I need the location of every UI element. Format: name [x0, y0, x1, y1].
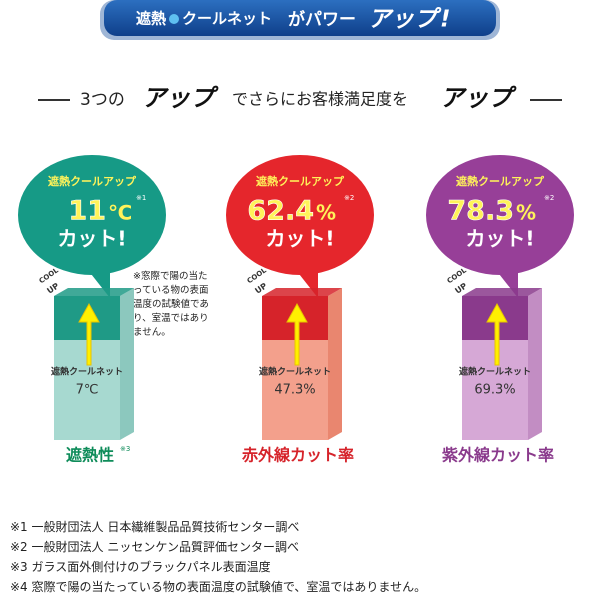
box-top	[462, 288, 542, 296]
box-label: 遮熱クールネット	[51, 366, 123, 378]
box-label: 遮熱クールネット	[459, 366, 531, 378]
banner	[104, 0, 496, 36]
cut-text: カット!	[57, 227, 126, 251]
box-side	[528, 288, 542, 440]
cut-unit: ℃	[108, 201, 132, 225]
box-top	[262, 288, 342, 296]
bubble-label: 遮熱クールアップ	[456, 174, 545, 188]
category-bg	[242, 443, 362, 467]
category: 遮熱性	[66, 446, 114, 465]
headline-up: アップ	[440, 84, 517, 112]
banner-excl: !	[440, 7, 451, 33]
cut-value: 78.3	[447, 196, 514, 227]
cool-text: COOL	[38, 266, 61, 285]
cut-text: カット!	[265, 227, 334, 251]
box-side	[328, 288, 342, 440]
base-value: 47.3%	[274, 383, 315, 398]
footnote: ※3 ガラス面外側付けのブラックパネル表面温度	[10, 560, 271, 574]
arrow	[78, 302, 100, 366]
arrow	[486, 302, 508, 366]
cut-note: ※1	[136, 194, 146, 202]
cut-unit: %	[516, 201, 536, 225]
category: 赤外線カット率	[241, 446, 354, 465]
cut-note: ※2	[344, 194, 354, 202]
cut-value: 11	[68, 196, 106, 227]
banner-dot	[169, 14, 179, 24]
side-note: ※窓際で陽の当たっている物の表面温度の試験値であり、室温ではありません。	[133, 271, 209, 338]
box-label: 遮熱クールネット	[259, 366, 331, 378]
infographic: 遮熱 クールネット がパワー アップ ! 3つの アップ でさらにお客様満足度を…	[18, 0, 574, 467]
bubble	[18, 155, 166, 275]
base-value: 69.3%	[474, 383, 515, 398]
arrow	[286, 302, 308, 366]
footnote: ※2 一般財団法人 ニッセンケン品質評価センター調べ	[10, 540, 299, 554]
category: 紫外線カット率	[442, 446, 554, 465]
headline-up: アップ	[142, 84, 219, 112]
bubble	[426, 155, 574, 275]
cut-note: ※2	[544, 194, 554, 202]
base-value: 7℃	[76, 383, 99, 398]
category-note: ※3	[120, 445, 130, 453]
cut-value: 62.4	[247, 196, 314, 227]
banner-text: がパワー	[288, 9, 356, 30]
cool-text: COOL	[446, 266, 469, 285]
cut-unit: %	[316, 201, 336, 225]
cool-text: COOL	[246, 266, 269, 285]
bubble-label: 遮熱クールアップ	[48, 174, 137, 188]
bubble	[226, 155, 374, 275]
box-side	[120, 288, 134, 440]
headline-lead: 3つの	[80, 90, 125, 110]
category-bg	[442, 443, 562, 467]
box-top	[54, 288, 134, 296]
banner-up: アップ	[368, 7, 442, 33]
banner-brand: 遮熱	[136, 10, 166, 28]
headline-middle: でさらにお客様満足度を	[232, 90, 408, 109]
cut-text: カット!	[465, 227, 534, 251]
footnote: ※4 窓際で陽の当たっている物の表面温度の試験値で、室温ではありません。	[10, 580, 427, 594]
banner-brand2: クールネット	[182, 10, 272, 28]
side-note-box: ※窓際で陽の当たっている物の表面温度の試験値であり、室温ではありません。	[133, 271, 209, 338]
bubble-label: 遮熱クールアップ	[256, 174, 345, 188]
category-bg	[34, 443, 154, 467]
footnote: ※1 一般財団法人 日本繊維製品品質技術センター調べ	[10, 520, 300, 534]
